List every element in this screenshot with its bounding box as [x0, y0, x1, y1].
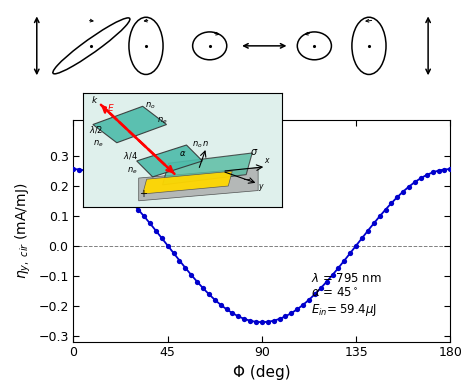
Text: $\lambda/4$: $\lambda/4$ [123, 150, 138, 161]
Text: $n_o$: $n_o$ [145, 100, 155, 111]
Y-axis label: $\eta_{y,\ cir}$ (mA/mJ): $\eta_{y,\ cir}$ (mA/mJ) [13, 183, 33, 279]
Text: $-$: $-$ [242, 173, 251, 183]
Text: $+$: $+$ [139, 188, 148, 200]
Polygon shape [139, 168, 258, 201]
Text: $y$: $y$ [258, 183, 265, 193]
Text: $E$: $E$ [107, 102, 115, 113]
Text: $k$: $k$ [91, 94, 99, 105]
Text: $n_e$: $n_e$ [127, 165, 137, 176]
Text: $n_e$: $n_e$ [93, 138, 104, 149]
Text: $\lambda$ = 795 nm
$\alpha$ = 45$^\circ$
$E_{in}$= 59.4$\mu$J: $\lambda$ = 795 nm $\alpha$ = 45$^\circ$… [311, 272, 382, 318]
Polygon shape [143, 171, 232, 194]
Polygon shape [93, 106, 166, 143]
Text: $\sigma$: $\sigma$ [250, 147, 259, 157]
Text: $\alpha$: $\alpha$ [179, 149, 186, 158]
Text: $n_e$: $n_e$ [156, 115, 167, 126]
Text: $n_o$: $n_o$ [192, 139, 203, 150]
X-axis label: Φ (deg): Φ (deg) [233, 365, 291, 380]
Polygon shape [163, 153, 252, 185]
Text: $n$: $n$ [202, 139, 209, 148]
Text: $x$: $x$ [264, 156, 271, 165]
Polygon shape [137, 145, 202, 177]
Text: $\lambda/2$: $\lambda/2$ [89, 124, 103, 135]
